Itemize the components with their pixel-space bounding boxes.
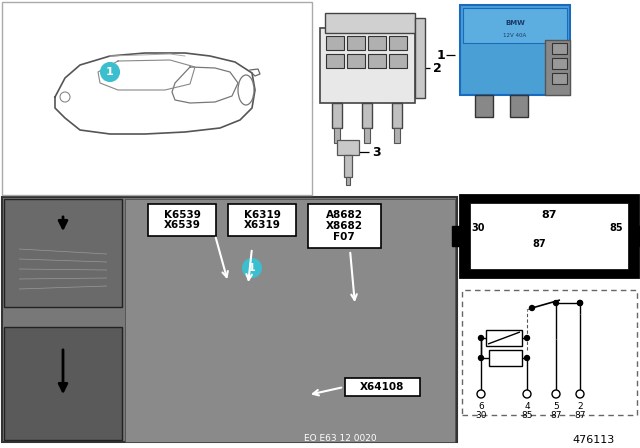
Bar bbox=[460, 5, 570, 95]
Bar bbox=[460, 195, 638, 277]
Text: X6539: X6539 bbox=[164, 220, 200, 230]
Bar bbox=[552, 73, 567, 84]
Text: 87: 87 bbox=[574, 410, 586, 419]
Text: 3: 3 bbox=[372, 146, 381, 159]
Text: 87: 87 bbox=[532, 239, 546, 249]
Bar bbox=[125, 199, 455, 442]
Bar bbox=[346, 177, 350, 185]
Text: X8682: X8682 bbox=[326, 221, 362, 231]
Bar bbox=[4, 327, 122, 440]
Circle shape bbox=[577, 301, 582, 306]
Bar bbox=[325, 13, 415, 33]
Bar bbox=[389, 36, 407, 50]
Bar bbox=[364, 128, 370, 143]
Bar bbox=[148, 204, 216, 236]
Bar bbox=[368, 54, 386, 68]
Text: EO E63 12 0020: EO E63 12 0020 bbox=[304, 434, 376, 443]
Text: 85: 85 bbox=[609, 223, 623, 233]
Bar bbox=[4, 199, 122, 307]
Text: 30: 30 bbox=[476, 410, 487, 419]
Text: 2: 2 bbox=[433, 61, 442, 74]
Bar bbox=[636, 226, 640, 246]
Circle shape bbox=[60, 92, 70, 102]
Circle shape bbox=[552, 390, 560, 398]
Text: K6539: K6539 bbox=[164, 210, 200, 220]
Circle shape bbox=[554, 301, 559, 306]
Bar bbox=[368, 36, 386, 50]
Text: 1: 1 bbox=[436, 48, 445, 61]
Text: BMW: BMW bbox=[505, 20, 525, 26]
Text: 4: 4 bbox=[524, 401, 530, 410]
Circle shape bbox=[477, 390, 485, 398]
Circle shape bbox=[243, 259, 261, 277]
Text: 87: 87 bbox=[550, 410, 562, 419]
Bar bbox=[347, 54, 365, 68]
Bar bbox=[326, 36, 344, 50]
Bar bbox=[344, 155, 352, 177]
Circle shape bbox=[577, 301, 582, 306]
Bar bbox=[228, 204, 296, 236]
Bar bbox=[334, 128, 340, 143]
Bar bbox=[452, 226, 462, 246]
Bar bbox=[308, 204, 381, 248]
Text: F07: F07 bbox=[333, 232, 355, 242]
Bar bbox=[332, 103, 342, 128]
Text: 85: 85 bbox=[521, 410, 532, 419]
Bar bbox=[462, 290, 637, 415]
Bar bbox=[394, 128, 400, 143]
Bar bbox=[470, 203, 628, 269]
Circle shape bbox=[523, 390, 531, 398]
Text: 87: 87 bbox=[541, 210, 557, 220]
Bar bbox=[463, 8, 567, 43]
Bar bbox=[552, 43, 567, 54]
Text: 6: 6 bbox=[478, 401, 484, 410]
Circle shape bbox=[525, 356, 529, 361]
Circle shape bbox=[529, 306, 534, 310]
Bar bbox=[392, 103, 402, 128]
Bar bbox=[2, 197, 457, 442]
Circle shape bbox=[101, 63, 119, 81]
Circle shape bbox=[525, 336, 529, 340]
Bar bbox=[489, 350, 522, 366]
Bar bbox=[347, 36, 365, 50]
Bar bbox=[320, 28, 415, 103]
Text: X6319: X6319 bbox=[244, 220, 280, 230]
Text: K6319: K6319 bbox=[244, 210, 280, 220]
Text: 5: 5 bbox=[553, 401, 559, 410]
Circle shape bbox=[479, 356, 483, 361]
Text: 2: 2 bbox=[577, 401, 583, 410]
Text: 30: 30 bbox=[471, 223, 484, 233]
Bar bbox=[345, 378, 420, 396]
Text: A8682: A8682 bbox=[326, 210, 362, 220]
Text: 1: 1 bbox=[248, 263, 256, 273]
Text: X64108: X64108 bbox=[360, 382, 404, 392]
Text: 12V 40A: 12V 40A bbox=[504, 33, 527, 38]
Bar bbox=[389, 54, 407, 68]
Bar bbox=[552, 58, 567, 69]
Bar bbox=[545, 40, 570, 95]
Circle shape bbox=[576, 390, 584, 398]
Bar bbox=[362, 103, 372, 128]
Bar bbox=[510, 95, 528, 117]
Bar bbox=[326, 54, 344, 68]
Bar bbox=[486, 330, 522, 346]
Bar bbox=[2, 2, 312, 195]
Text: 1: 1 bbox=[106, 67, 114, 77]
Bar bbox=[415, 18, 425, 98]
Ellipse shape bbox=[238, 75, 254, 105]
Bar bbox=[475, 95, 493, 117]
Circle shape bbox=[479, 336, 483, 340]
Text: 476113: 476113 bbox=[573, 435, 615, 445]
Bar bbox=[337, 140, 359, 155]
